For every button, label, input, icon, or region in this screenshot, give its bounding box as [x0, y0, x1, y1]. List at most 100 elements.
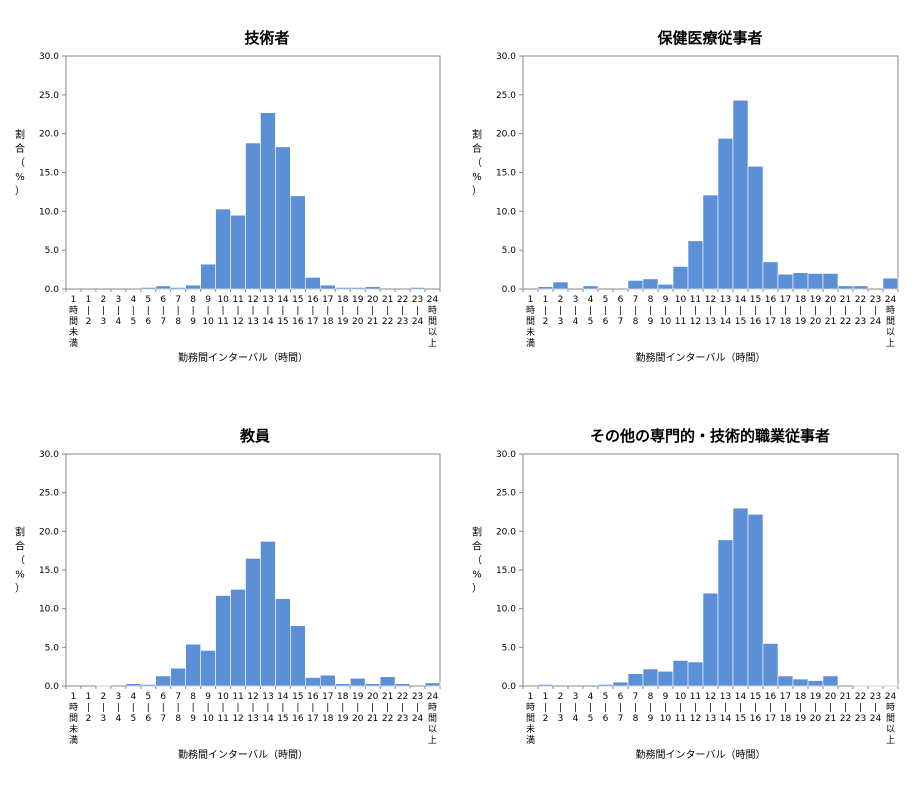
x-tick-label: 11: [232, 295, 243, 305]
x-tick-label: 18: [337, 295, 349, 305]
x-tick-separator: |: [784, 703, 787, 713]
x-tick-separator: |: [386, 703, 389, 713]
x-tick-separator: |: [87, 703, 90, 713]
x-tick-label: 5: [130, 317, 136, 327]
x-tick-label: 6: [160, 295, 166, 305]
bar: [537, 684, 554, 687]
x-tick-label: 24: [885, 295, 897, 305]
x-tick-label: 14: [262, 317, 274, 327]
x-tick-separator: |: [664, 703, 667, 713]
x-tick-separator: |: [679, 703, 682, 713]
x-tick-label: 時: [69, 702, 78, 713]
x-tick-label: 1: [543, 295, 549, 305]
x-tick-label: 13: [720, 295, 731, 305]
x-tick-separator: |: [634, 306, 637, 316]
x-tick-label: 20: [352, 714, 364, 724]
y-tick-label: 5.0: [502, 246, 517, 256]
bar: [792, 272, 809, 290]
x-tick-label: 8: [648, 295, 654, 305]
bar: [334, 287, 351, 290]
bar: [290, 625, 306, 687]
x-tick-label: 未: [69, 326, 78, 338]
bar: [687, 240, 704, 290]
y-tick-label: 5.0: [502, 643, 517, 653]
x-tick-separator: |: [649, 306, 652, 316]
x-axis-title: 勤務間インターバル（時間）: [178, 748, 308, 761]
x-tick-separator: |: [132, 703, 135, 713]
x-tick-label: 上: [428, 338, 437, 349]
x-tick-label: 21: [825, 714, 836, 724]
x-tick-separator: |: [416, 703, 419, 713]
x-tick-label: 上: [886, 735, 895, 746]
bar: [305, 277, 321, 290]
x-tick-label: 22: [855, 692, 866, 702]
x-tick-label: 21: [367, 317, 378, 327]
y-tick-label: 30.0: [496, 450, 516, 460]
x-tick-separator: |: [664, 306, 667, 316]
x-tick-label: 時: [526, 305, 535, 316]
x-tick-separator: |: [604, 306, 607, 316]
x-tick-separator: |: [177, 703, 180, 713]
bar: [582, 285, 599, 290]
x-tick-label: 15: [750, 692, 761, 702]
bar: [334, 683, 351, 687]
x-tick-label: 21: [382, 295, 393, 305]
chart-title: 教員: [239, 427, 270, 445]
x-tick-label: 1: [543, 692, 549, 702]
x-tick-label: 19: [810, 692, 822, 702]
x-tick-label: 4: [115, 317, 121, 327]
x-tick-label: 12: [232, 317, 243, 327]
x-tick-separator: |: [356, 306, 359, 316]
y-tick-label: 30.0: [39, 450, 59, 460]
y-axis-title-char: （: [472, 157, 482, 169]
x-tick-label: 12: [705, 295, 716, 305]
bar: [260, 112, 276, 290]
x-axis-title: 勤務間インターバル（時間）: [636, 748, 766, 761]
x-tick-label: 1: [528, 692, 534, 702]
x-tick-label: 8: [175, 317, 181, 327]
x-tick-label: 10: [660, 317, 672, 327]
x-tick-label: 3: [115, 692, 121, 702]
x-tick-label: 3: [573, 295, 579, 305]
x-tick-label: 2: [86, 317, 92, 327]
x-tick-label: 24: [427, 692, 439, 702]
x-tick-label: 18: [322, 317, 334, 327]
x-tick-label: 間: [526, 713, 535, 724]
x-tick-label: 14: [720, 714, 732, 724]
bar: [807, 680, 824, 687]
x-tick-label: 11: [232, 692, 243, 702]
x-tick-separator: |: [207, 306, 210, 316]
x-tick-separator: |: [709, 703, 712, 713]
x-tick-label: 3: [558, 317, 564, 327]
bar: [290, 195, 306, 290]
bar: [140, 684, 157, 687]
x-tick-label: 16: [292, 317, 304, 327]
bar: [882, 684, 899, 687]
x-tick-label: 11: [675, 317, 686, 327]
y-tick-label: 0.0: [502, 682, 517, 692]
bar: [537, 286, 554, 290]
x-tick-label: 1: [71, 692, 77, 702]
x-tick-separator: |: [784, 306, 787, 316]
y-tick-label: 20.0: [496, 130, 516, 140]
x-tick-label: 未: [69, 723, 78, 735]
y-tick-label: 25.0: [39, 91, 59, 101]
x-tick-label: 2: [101, 295, 107, 305]
bar: [702, 194, 719, 290]
x-tick-label: 8: [648, 692, 654, 702]
bar: [170, 667, 186, 687]
x-tick-label: 以: [886, 725, 895, 735]
x-tick-separator: |: [754, 703, 757, 713]
x-tick-label: 7: [618, 317, 624, 327]
y-tick-label: 15.0: [496, 169, 516, 179]
x-tick-separator: |: [162, 703, 165, 713]
x-tick-label: 11: [217, 714, 228, 724]
x-axis-title: 勤務間インターバル（時間）: [636, 351, 766, 364]
bar: [717, 539, 734, 687]
x-tick-label: 間: [886, 316, 895, 327]
x-tick-separator: |: [251, 306, 254, 316]
x-tick-label: 2: [86, 714, 92, 724]
x-tick-label: 未: [526, 723, 535, 735]
bar: [732, 507, 749, 687]
x-tick-separator: |: [874, 306, 877, 316]
